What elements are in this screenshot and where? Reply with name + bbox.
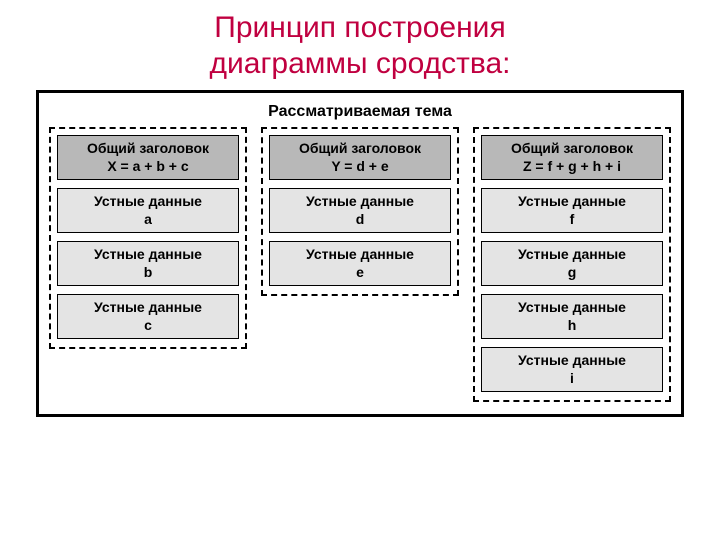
header-line-1: Общий заголовок	[87, 140, 209, 156]
data-line-2: b	[144, 264, 153, 280]
group-x: Общий заголовок X = a + b + c Устные дан…	[49, 127, 247, 349]
data-line-1: Устные данные	[306, 246, 414, 262]
data-line-2: a	[144, 211, 152, 227]
header-line-1: Общий заголовок	[511, 140, 633, 156]
header-line-1: Общий заголовок	[299, 140, 421, 156]
data-line-1: Устные данные	[94, 246, 202, 262]
data-line-2: i	[570, 370, 574, 386]
data-line-1: Устные данные	[306, 193, 414, 209]
data-item: Устные данные b	[57, 241, 239, 286]
data-item: Устные данные i	[481, 347, 663, 392]
data-item: Устные данные a	[57, 188, 239, 233]
data-item: Устные данные d	[269, 188, 451, 233]
header-line-2: X = a + b + c	[107, 158, 188, 174]
data-line-2: e	[356, 264, 364, 280]
data-line-2: g	[568, 264, 577, 280]
group-z: Общий заголовок Z = f + g + h + i Устные…	[473, 127, 671, 402]
group-columns: Общий заголовок X = a + b + c Устные дан…	[49, 127, 671, 402]
data-line-1: Устные данные	[518, 193, 626, 209]
data-line-1: Устные данные	[518, 352, 626, 368]
data-line-1: Устные данные	[94, 193, 202, 209]
group-header: Общий заголовок Z = f + g + h + i	[481, 135, 663, 180]
data-line-1: Устные данные	[518, 299, 626, 315]
diagram-frame: Рассматриваемая тема Общий заголовок X =…	[36, 90, 684, 417]
data-item: Устные данные f	[481, 188, 663, 233]
header-line-2: Z = f + g + h + i	[523, 158, 621, 174]
data-line-1: Устные данные	[94, 299, 202, 315]
header-line-2: Y = d + e	[331, 158, 388, 174]
data-line-2: f	[570, 211, 575, 227]
title-line-1: Принцип построения	[214, 11, 505, 44]
title-line-2: диаграммы сродства:	[210, 47, 511, 80]
page-title: Принцип построения диаграммы сродства:	[0, 0, 720, 90]
data-item: Устные данные e	[269, 241, 451, 286]
data-line-2: c	[144, 317, 152, 333]
data-line-2: h	[568, 317, 577, 333]
data-item: Устные данные h	[481, 294, 663, 339]
data-item: Устные данные g	[481, 241, 663, 286]
group-header: Общий заголовок X = a + b + c	[57, 135, 239, 180]
group-header: Общий заголовок Y = d + e	[269, 135, 451, 180]
data-line-1: Устные данные	[518, 246, 626, 262]
data-item: Устные данные c	[57, 294, 239, 339]
topic-label: Рассматриваемая тема	[49, 101, 671, 127]
data-line-2: d	[356, 211, 365, 227]
group-y: Общий заголовок Y = d + e Устные данные …	[261, 127, 459, 296]
